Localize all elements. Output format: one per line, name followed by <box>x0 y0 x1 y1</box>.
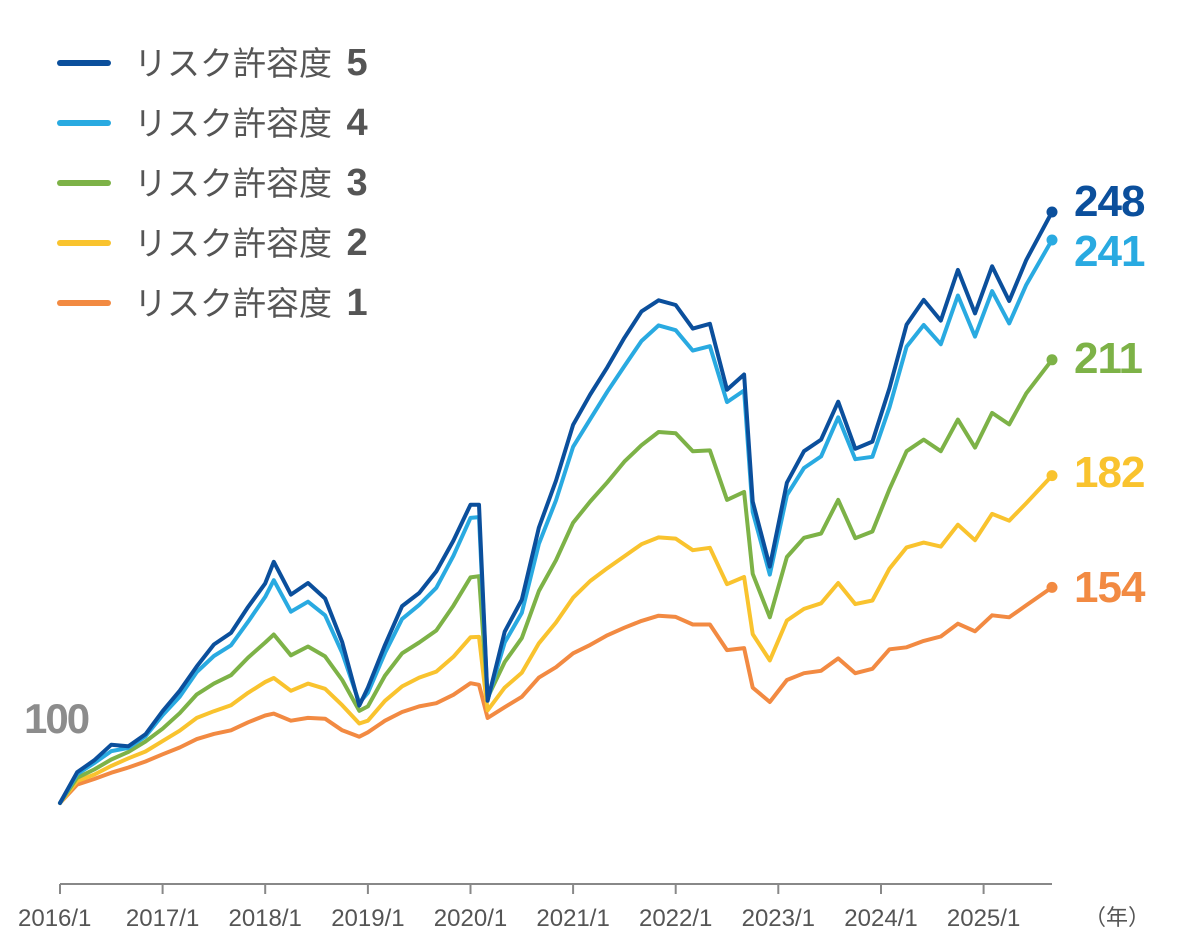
series-end-dot <box>1046 206 1058 218</box>
legend-label: リスク許容度 3 <box>134 162 368 204</box>
x-tick-label: 2018/1 <box>228 905 301 932</box>
series-end-dot <box>1046 470 1058 482</box>
x-axis: 2016/1 2017/1 2018/1 2019/1 2020/1 2021/1 2022… <box>18 883 1052 932</box>
series-end-label: 241 <box>1074 227 1145 276</box>
series-end-dot <box>1046 234 1058 246</box>
x-tick-label: 2020/1 <box>434 905 507 932</box>
x-tick-label: 2016/1 <box>18 905 91 932</box>
x-tick-label: 2022/1 <box>639 905 712 932</box>
legend: リスク許容度 5 リスク許容度 4 リスク許容度 3 リスク許容度 2 リスク許容度 1 <box>57 42 368 324</box>
x-tick-label: 2024/1 <box>844 905 917 932</box>
legend-item: リスク許容度 1 <box>57 282 368 324</box>
series-end-label: 248 <box>1074 177 1145 226</box>
legend-item: リスク許容度 3 <box>57 162 368 204</box>
start-value-label: 100 <box>24 695 89 742</box>
x-tick-label: 2023/1 <box>742 905 815 932</box>
series-line <box>58 357 1054 805</box>
series-line <box>58 585 1054 805</box>
x-tick-label: 2025/1 <box>947 905 1020 932</box>
legend-item: リスク許容度 2 <box>57 222 368 264</box>
x-tick-label: 2021/1 <box>536 905 609 932</box>
series-line <box>58 238 1054 805</box>
series-end-label: 182 <box>1074 448 1144 497</box>
legend-label: リスク許容度 5 <box>134 42 368 84</box>
legend-label: リスク許容度 4 <box>134 102 368 144</box>
x-tick-label: 2017/1 <box>126 905 199 932</box>
series-line <box>58 473 1054 805</box>
x-axis-unit-label: （年） <box>1084 906 1150 931</box>
legend-label: リスク許容度 1 <box>134 282 368 324</box>
legend-label: リスク許容度 2 <box>134 222 368 264</box>
legend-item: リスク許容度 4 <box>57 102 368 144</box>
series-end-label: 154 <box>1074 563 1146 612</box>
series-end-dot <box>1046 581 1058 593</box>
x-tick-label: 2019/1 <box>331 905 404 932</box>
series-line <box>58 210 1054 805</box>
series-end-label: 211 <box>1074 334 1143 383</box>
series-end-dot <box>1046 354 1058 366</box>
series-lines <box>58 210 1054 805</box>
legend-item: リスク許容度 5 <box>57 42 368 84</box>
